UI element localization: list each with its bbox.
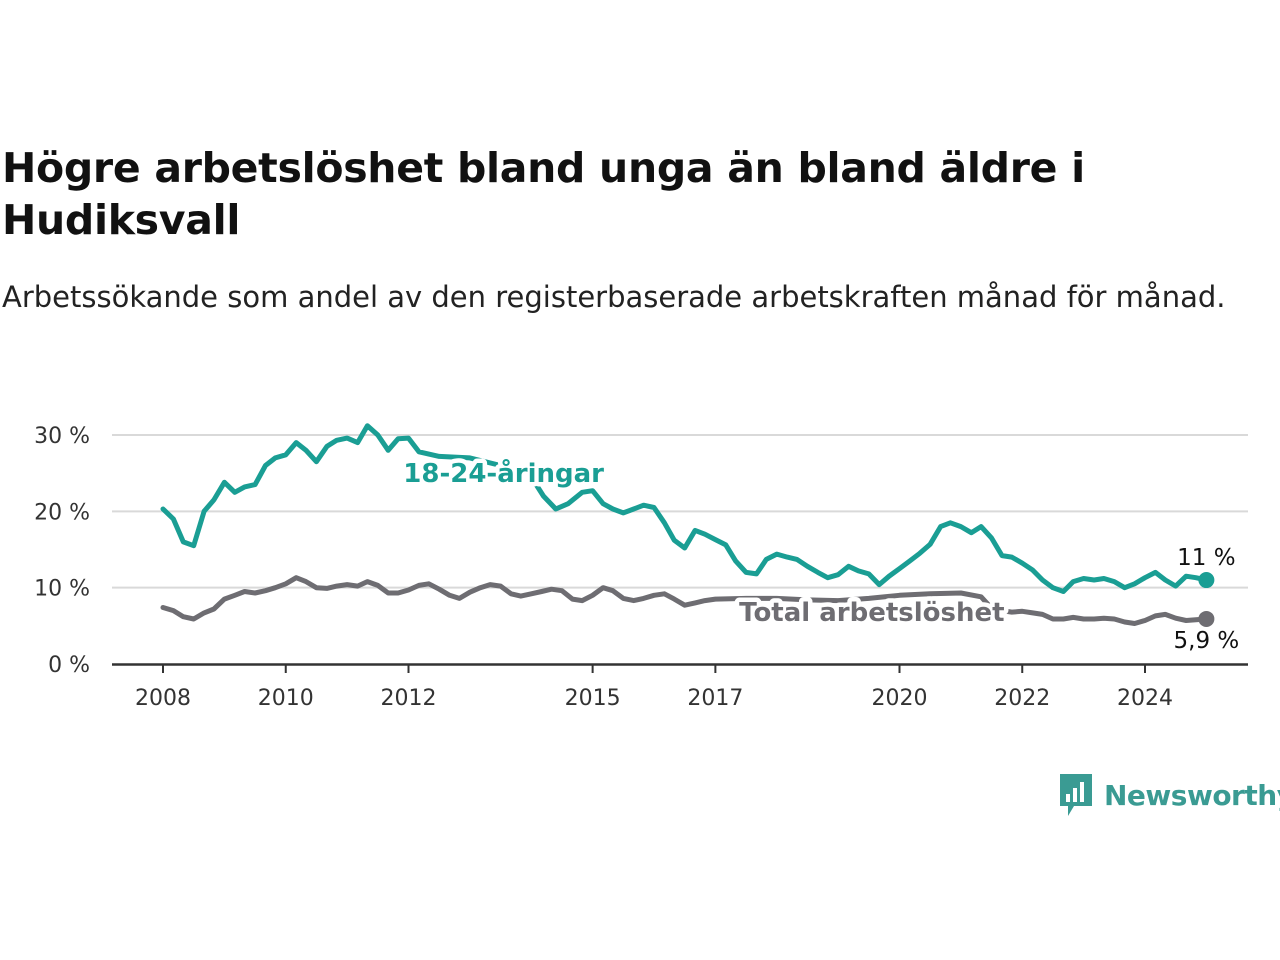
x-tick-label: 2017: [687, 686, 743, 711]
y-tick-label: 20 %: [34, 500, 90, 525]
end-value-total: 5,9 %: [1174, 628, 1240, 654]
bar-chart-icon: [1060, 774, 1092, 816]
chart-title: Högre arbetslöshet bland unga än bland ä…: [2, 144, 1085, 244]
series-line-youth: [160, 423, 1209, 594]
series-label-youth-halo: 18-24-åringar: [403, 457, 604, 489]
series: [160, 423, 1215, 627]
y-tick-label: 30 %: [34, 424, 90, 449]
x-axis-ticks: 2008 2010 2012 2015 2017 2020 2022 2024: [135, 664, 1173, 711]
line-chart: 0 % 10 % 20 % 30 % 2008 2010 2012 2015 2017 2020…: [34, 423, 1248, 711]
x-tick-label: 2022: [994, 686, 1050, 711]
x-tick-label: 2010: [258, 686, 314, 711]
series-line-total: [160, 575, 1209, 626]
y-axis-ticks: 0 % 10 % 20 % 30 %: [34, 424, 90, 678]
chart-subtitle: Arbetssökande som andel av den registerb…: [2, 280, 1226, 314]
end-value-youth: 11 %: [1177, 545, 1235, 571]
series-label-total: Total arbetslöshet: [739, 598, 1004, 628]
x-tick-label: 2020: [872, 686, 928, 711]
x-tick-label: 2008: [135, 686, 191, 711]
x-tick-label: 2012: [381, 686, 437, 711]
end-point-total: [1198, 610, 1215, 627]
x-tick-label: 2024: [1117, 686, 1173, 711]
series-label-total-halo: Total arbetslöshet: [739, 598, 1004, 628]
newsworthy-logo: Newsworthy: [1058, 772, 1280, 818]
brand-name: Newsworthy: [1104, 778, 1280, 812]
end-point-youth: [1198, 572, 1215, 589]
x-tick-label: 2015: [565, 686, 621, 711]
y-tick-label: 0 %: [48, 653, 90, 678]
series-labels: 11 %5,9 %18-24-åringar18-24-åringarTotal…: [399, 453, 1240, 654]
series-label-youth: 18-24-åringar: [403, 457, 604, 489]
y-tick-label: 10 %: [34, 577, 90, 602]
